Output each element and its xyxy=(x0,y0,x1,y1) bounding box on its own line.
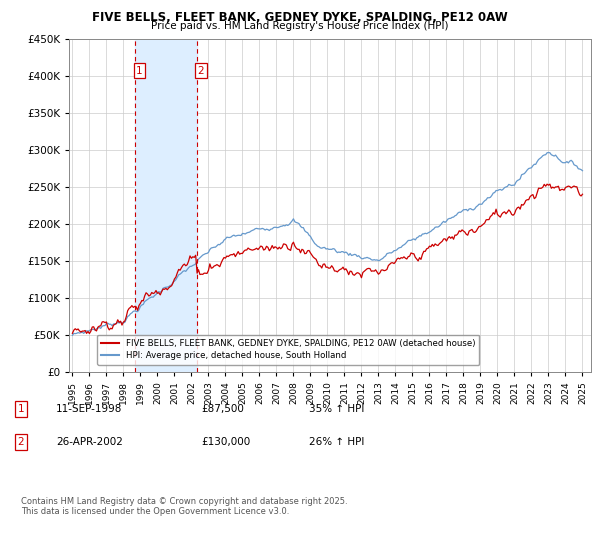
Text: 26% ↑ HPI: 26% ↑ HPI xyxy=(309,437,364,447)
Text: 2: 2 xyxy=(197,66,204,76)
Bar xyxy=(136,39,197,372)
Text: Contains HM Land Registry data © Crown copyright and database right 2025.
This d: Contains HM Land Registry data © Crown c… xyxy=(21,497,347,516)
Text: FIVE BELLS, FLEET BANK, GEDNEY DYKE, SPALDING, PE12 0AW: FIVE BELLS, FLEET BANK, GEDNEY DYKE, SPA… xyxy=(92,11,508,24)
Text: £87,500: £87,500 xyxy=(201,404,244,414)
Text: 11-SEP-1998: 11-SEP-1998 xyxy=(56,404,122,414)
Text: 1: 1 xyxy=(17,404,25,414)
Text: 26-APR-2002: 26-APR-2002 xyxy=(56,437,122,447)
Text: 35% ↑ HPI: 35% ↑ HPI xyxy=(309,404,364,414)
Text: 2: 2 xyxy=(17,437,25,447)
Text: 1: 1 xyxy=(136,66,143,76)
Legend: FIVE BELLS, FLEET BANK, GEDNEY DYKE, SPALDING, PE12 0AW (detached house), HPI: A: FIVE BELLS, FLEET BANK, GEDNEY DYKE, SPA… xyxy=(97,335,479,365)
Text: £130,000: £130,000 xyxy=(201,437,250,447)
Text: Price paid vs. HM Land Registry's House Price Index (HPI): Price paid vs. HM Land Registry's House … xyxy=(151,21,449,31)
